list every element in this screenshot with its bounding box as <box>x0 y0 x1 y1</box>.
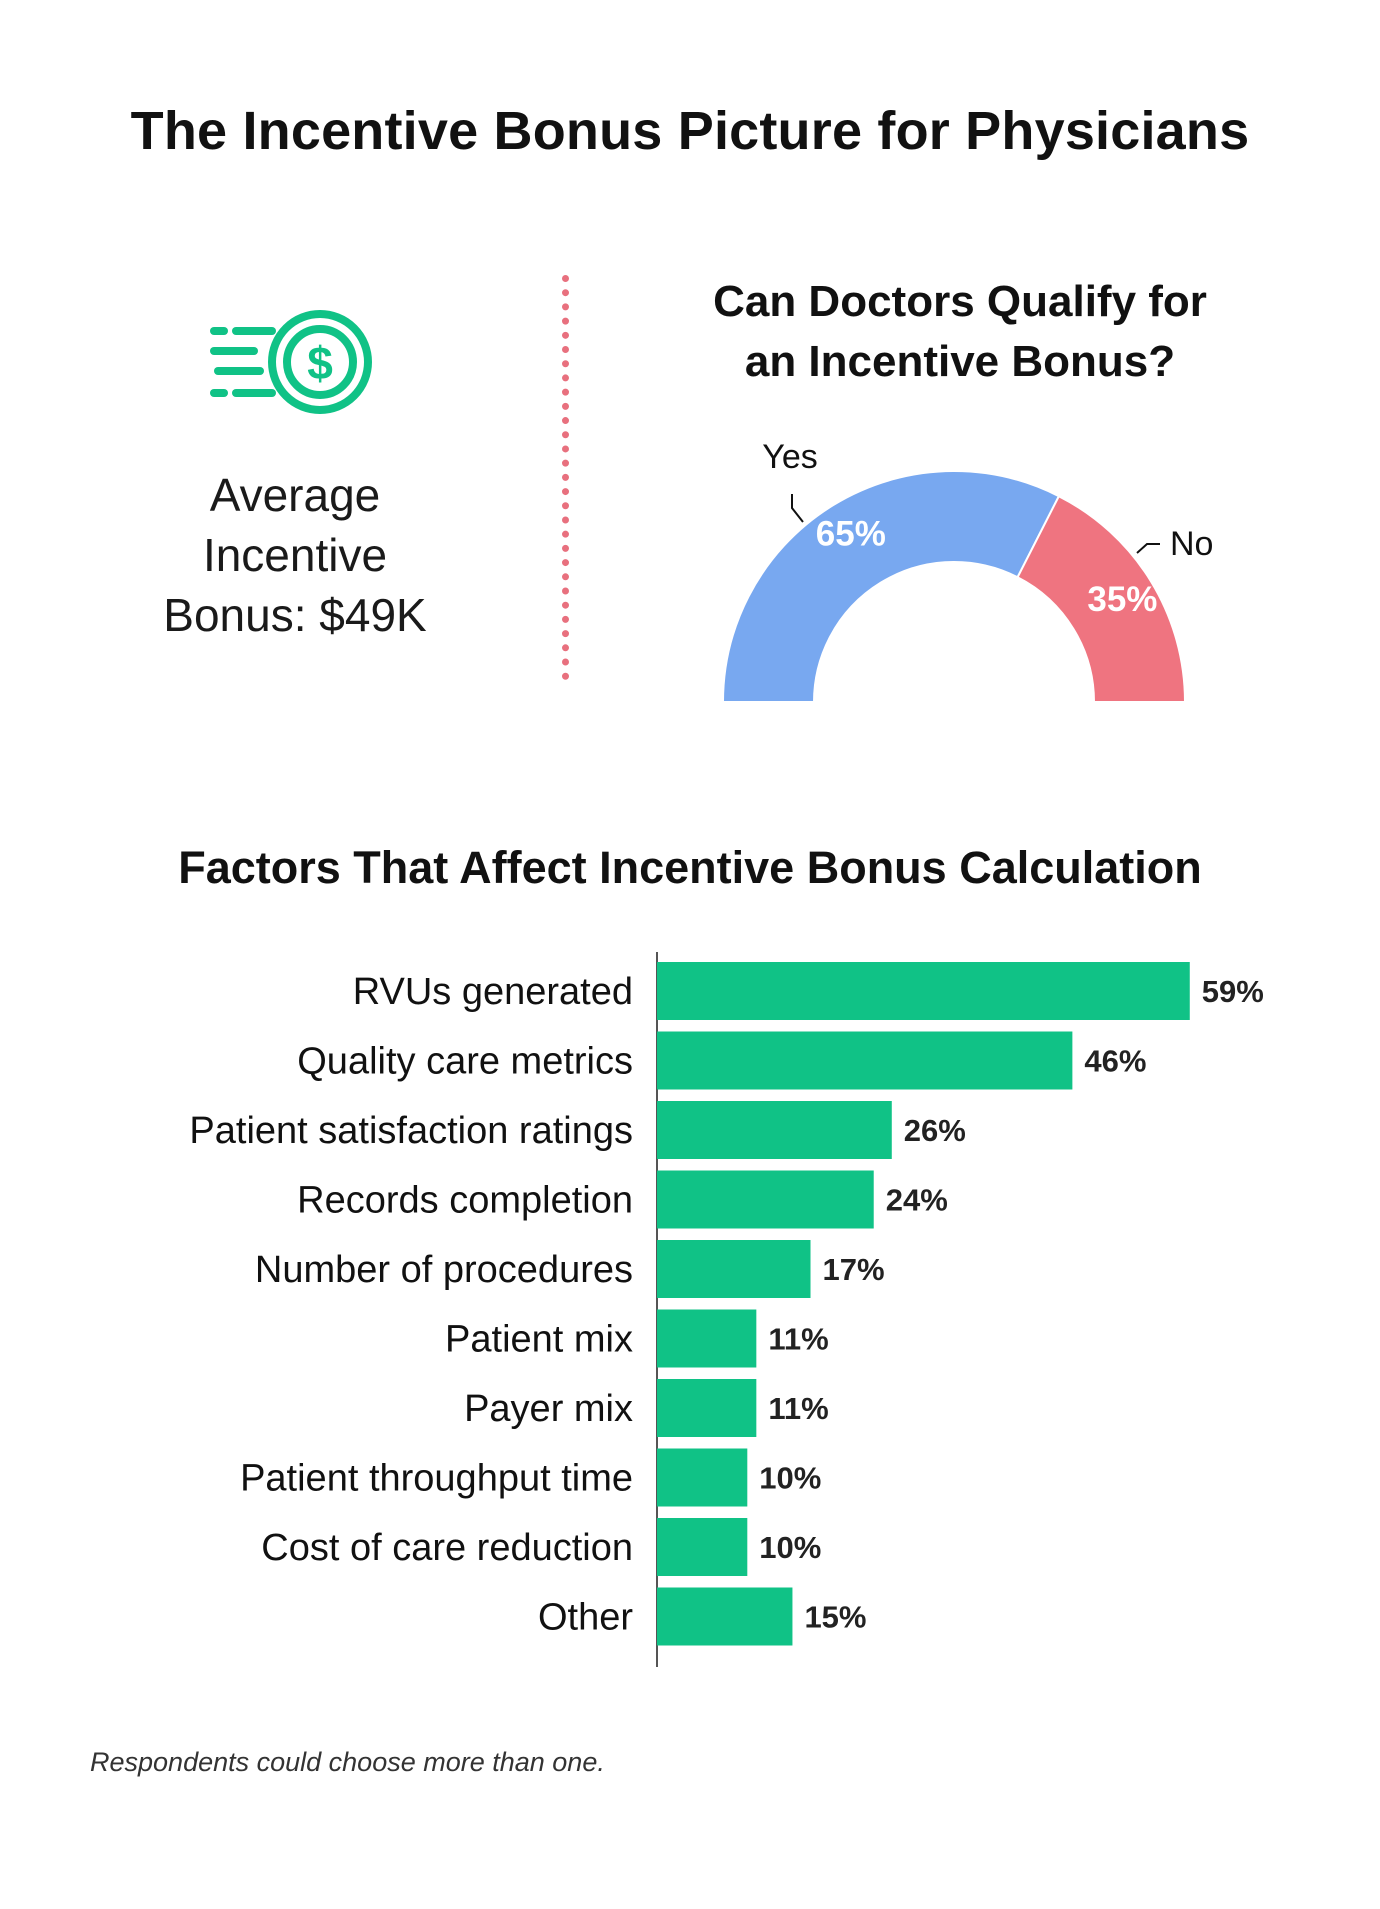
donut-slice-yes <box>721 470 1061 703</box>
half-donut-chart: 65% 35% Yes No <box>721 438 1213 703</box>
bar-value-label: 26% <box>904 1113 966 1148</box>
donut-title-line: Can Doctors Qualify for <box>713 277 1207 326</box>
bar-value-label: 24% <box>886 1183 948 1218</box>
donut-slice-no <box>1016 494 1187 703</box>
donut-title-line: an Incentive Bonus? <box>744 337 1176 386</box>
bar <box>657 1240 811 1298</box>
bar-value-label: 59% <box>1202 974 1264 1009</box>
page-title: The Incentive Bonus Picture for Physicia… <box>130 101 1250 161</box>
bar-value-label: 11% <box>768 1322 828 1357</box>
bar-value-label: 10% <box>759 1530 821 1565</box>
donut-legend-yes: Yes <box>762 438 817 476</box>
category-label: RVUs generated <box>353 971 633 1013</box>
category-label: Patient mix <box>445 1319 633 1361</box>
donut-value-label: 65% <box>816 515 886 554</box>
average-bonus-line: Bonus: $49K <box>163 589 427 641</box>
average-bonus-line: Incentive <box>202 529 388 581</box>
bar-chart: RVUs generated 59% Quality care metrics 46%… <box>189 952 1264 1667</box>
bar <box>657 1518 748 1576</box>
callout-line <box>1136 543 1160 554</box>
bar-chart-title: Factors That Affect Incentive Bonus Calc… <box>178 842 1202 893</box>
category-label: Quality care metrics <box>297 1041 633 1083</box>
bar <box>657 1031 1073 1090</box>
dotted-divider <box>562 275 569 680</box>
bar <box>657 1170 874 1229</box>
donut-value-label: 35% <box>1087 580 1157 619</box>
bar-value-label: 11% <box>768 1391 828 1426</box>
bar-value-label: 10% <box>759 1461 821 1496</box>
category-label: Number of procedures <box>255 1249 633 1291</box>
category-label: Records completion <box>297 1180 633 1222</box>
bar <box>657 962 1190 1020</box>
bar-value-label: 17% <box>823 1252 885 1287</box>
footnote: Respondents could choose more than one. <box>90 1747 605 1777</box>
donut-title: Can Doctors Qualify for an Incentive Bon… <box>640 272 1280 392</box>
bar-value-label: 15% <box>804 1600 866 1635</box>
category-label: Cost of care reduction <box>261 1527 633 1569</box>
bar <box>657 1101 892 1159</box>
donut-legend-no: No <box>1170 525 1213 563</box>
category-label: Other <box>538 1597 633 1639</box>
bar-value-label: 46% <box>1084 1044 1146 1079</box>
bar <box>657 1587 793 1646</box>
bar <box>657 1309 757 1368</box>
bar <box>657 1379 757 1437</box>
dollar-coin-speed-icon: $ <box>210 305 380 420</box>
callout-line <box>791 494 804 523</box>
svg-text:$: $ <box>307 337 333 389</box>
average-bonus-line: Average <box>209 469 381 521</box>
category-label: Payer mix <box>464 1388 633 1430</box>
category-label: Patient throughput time <box>240 1458 633 1500</box>
bar <box>657 1448 748 1507</box>
category-label: Patient satisfaction ratings <box>189 1110 633 1152</box>
average-bonus-text: Average Incentive Bonus: $49K <box>90 465 500 645</box>
